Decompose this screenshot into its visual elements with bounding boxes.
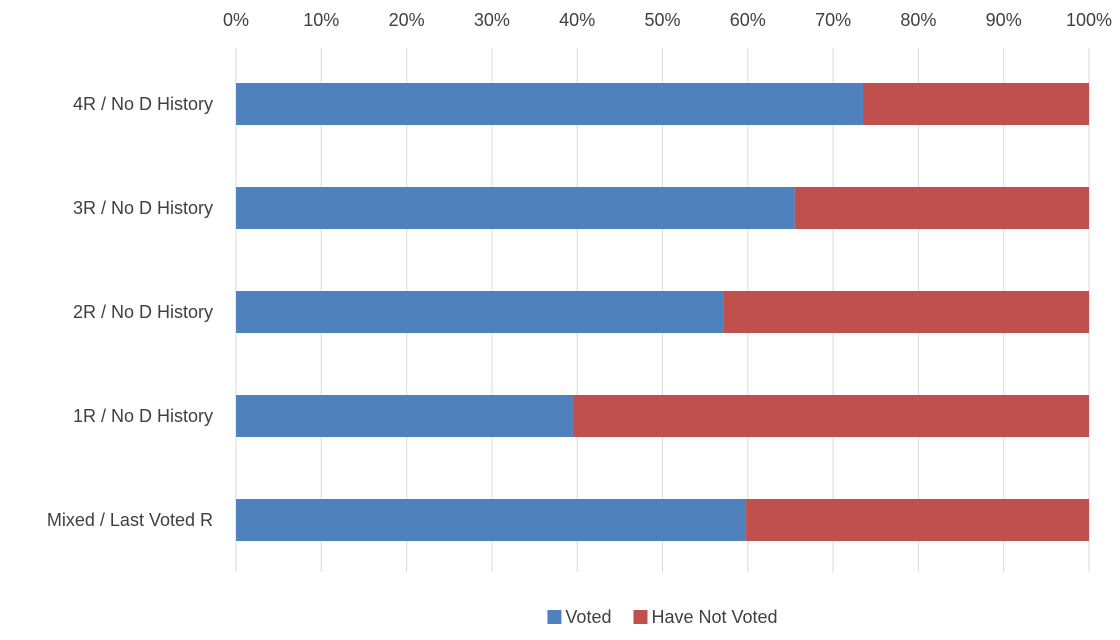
x-tick-label: 30% bbox=[474, 10, 510, 30]
bar-segment-voted bbox=[236, 291, 724, 333]
x-tick-label: 60% bbox=[730, 10, 766, 30]
legend-label: Have Not Voted bbox=[651, 607, 777, 627]
legend-swatch bbox=[547, 610, 562, 624]
x-tick-label: 10% bbox=[303, 10, 339, 30]
bar-segment-voted bbox=[236, 187, 795, 229]
bar-segment-voted bbox=[236, 83, 863, 125]
x-tick-label: 50% bbox=[644, 10, 680, 30]
bar-segment-have-not-voted bbox=[794, 187, 1089, 229]
x-tick-label: 100% bbox=[1066, 10, 1112, 30]
bar-segment-have-not-voted bbox=[746, 499, 1089, 541]
legend-label: Voted bbox=[565, 607, 611, 627]
x-tick-label: 70% bbox=[815, 10, 851, 30]
x-axis-tick-labels: 0% 10% 20% 30% 40% 50% 60% 70% 80% 90% 100% bbox=[223, 10, 1112, 30]
bar-segment-voted bbox=[236, 395, 573, 437]
legend-item: Have Not Voted bbox=[633, 607, 778, 627]
category-label: 4R / No D History bbox=[73, 94, 213, 114]
legend: Voted Have Not Voted bbox=[547, 607, 778, 627]
x-tick-label: 20% bbox=[389, 10, 425, 30]
x-tick-label: 40% bbox=[559, 10, 595, 30]
legend-swatch bbox=[633, 610, 648, 624]
bar-segment-have-not-voted bbox=[862, 83, 1089, 125]
x-tick-label: 80% bbox=[900, 10, 936, 30]
bar-segment-have-not-voted bbox=[572, 395, 1089, 437]
legend-item: Voted bbox=[547, 607, 611, 627]
category-label: 3R / No D History bbox=[73, 198, 213, 218]
category-labels: 4R / No D History 3R / No D History 2R / N… bbox=[47, 94, 213, 530]
category-label: 2R / No D History bbox=[73, 302, 213, 322]
x-tick-label: 90% bbox=[986, 10, 1022, 30]
x-tick-label: 0% bbox=[223, 10, 249, 30]
category-label: 1R / No D History bbox=[73, 406, 213, 426]
bar-segment-voted bbox=[236, 499, 747, 541]
bars bbox=[236, 83, 1089, 541]
bar-segment-have-not-voted bbox=[723, 291, 1089, 333]
category-label: Mixed / Last Voted R bbox=[47, 510, 213, 530]
